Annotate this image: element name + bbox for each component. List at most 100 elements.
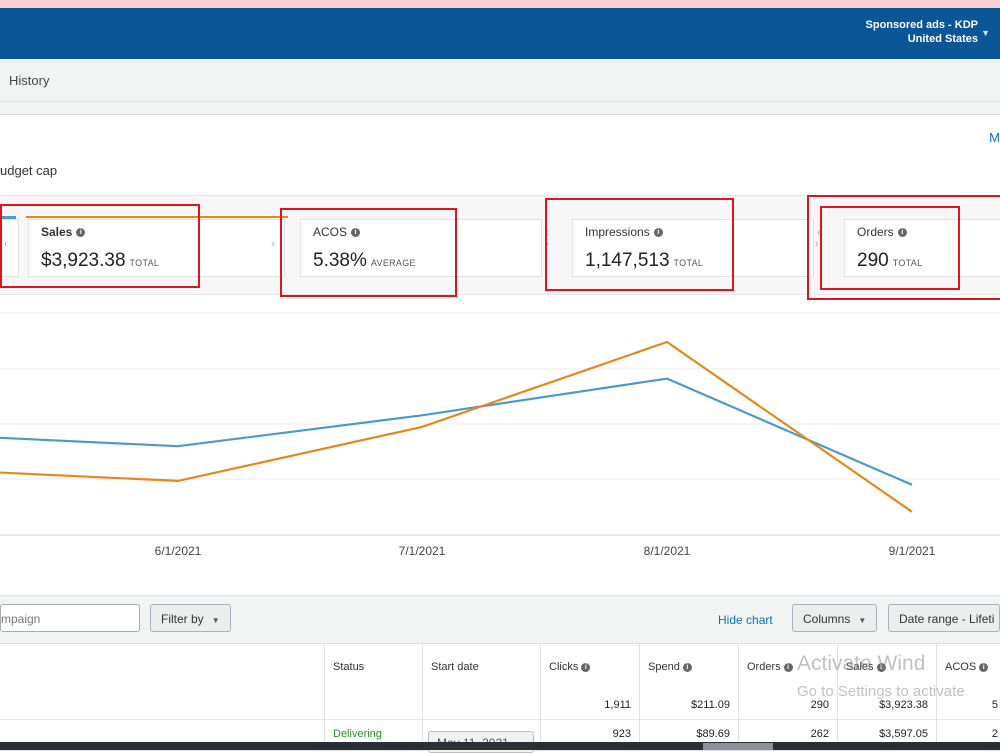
metric-card-impressions[interactable]: Impressions i 1,147,513 TOTAL › — [572, 219, 819, 277]
sales-series-indicator — [0, 216, 16, 219]
search-input[interactable]: mpaign — [0, 604, 140, 632]
column-header-acos[interactable]: ACOS i — [945, 661, 989, 673]
row-sales: $3,597.05 — [879, 728, 928, 740]
os-taskbar — [0, 742, 1000, 750]
chevron-right-icon[interactable]: › — [815, 238, 819, 250]
chart-panel — [0, 114, 1000, 595]
info-icon[interactable]: i — [581, 662, 591, 672]
x-tick-label: 9/1/2021 — [889, 544, 936, 558]
column-header-start-date[interactable]: Start date — [431, 661, 479, 673]
chart-x-ticks: 6/1/2021 7/1/2021 8/1/2021 9/1/2021 — [155, 544, 936, 558]
highlight-box-impressions — [545, 198, 734, 291]
totals-clicks: 1,911 — [604, 699, 631, 711]
metric-label-acos: ACOS — [313, 225, 348, 239]
metric-card-orders[interactable]: Orders i 290 TOTAL — [844, 219, 1000, 277]
column-header-sales[interactable]: Sales i — [846, 661, 886, 673]
highlight-box-acos — [280, 208, 457, 297]
account-switcher[interactable]: Sponsored ads - KDP United States — [866, 18, 978, 46]
info-icon[interactable]: i — [897, 228, 907, 238]
metric-value-orders: 290 — [857, 250, 889, 271]
metric-value-sales: $3,923.38 — [41, 250, 126, 271]
metric-label-orders: Orders — [857, 225, 894, 239]
info-icon[interactable]: i — [979, 662, 989, 672]
more-link[interactable]: M — [989, 130, 1000, 145]
column-header-label: Spend — [648, 661, 680, 673]
column-header-label: Status — [333, 661, 365, 673]
info-icon[interactable]: i — [783, 662, 793, 672]
table-header: Status Start date Clicks i Spend i Orders i… — [0, 643, 1000, 692]
info-icon[interactable]: i — [351, 228, 361, 238]
info-icon[interactable]: i — [876, 662, 886, 672]
chevron-down-icon[interactable]: ▼ — [981, 28, 990, 38]
metric-value-acos: 5.38% — [313, 250, 367, 271]
column-divider — [936, 644, 937, 742]
date-range-label: Date range - Lifeti — [899, 612, 995, 626]
metric-label-impressions: Impressions — [585, 225, 650, 239]
filter-by-button[interactable]: Filter by ▼ — [150, 604, 231, 632]
metric-card-acos[interactable]: ACOS i 5.38% AVERAGE › — [300, 219, 549, 277]
column-header-label: Start date — [431, 661, 479, 673]
totals-sales: $3,923.38 — [879, 699, 928, 711]
column-header-label: Orders — [747, 661, 781, 673]
highlight-box-orders-inner — [820, 206, 960, 290]
date-range-button[interactable]: Date range - Lifeti — [888, 604, 1000, 632]
info-icon[interactable]: i — [682, 662, 692, 672]
status-label: Delivering — [333, 728, 382, 740]
row-acos: 2 — [991, 728, 998, 740]
column-header-status[interactable]: Status — [333, 661, 364, 673]
metric-label-sales: Sales — [41, 225, 73, 239]
table-totals-row: 1,911 $211.09 290 $3,923.38 5 — [0, 691, 1000, 720]
column-header-spend[interactable]: Spend i — [648, 661, 692, 673]
column-divider — [324, 644, 325, 742]
chevron-down-icon: ▼ — [211, 616, 220, 625]
metric-unit-orders: TOTAL — [892, 258, 923, 268]
line-chart: 6/1/2021 7/1/2021 8/1/2021 9/1/2021 — [0, 312, 1000, 558]
column-divider — [422, 644, 423, 742]
column-header-label: ACOS — [945, 661, 977, 673]
columns-label: Columns — [803, 612, 851, 626]
column-divider — [540, 644, 541, 742]
totals-spend: $211.09 — [691, 699, 730, 711]
activation-watermark-title: Activate Wind — [797, 652, 926, 675]
orders-series-indicator — [26, 216, 288, 218]
budget-cap-label: udget cap — [0, 163, 58, 178]
metric-unit-acos: AVERAGE — [370, 258, 416, 268]
highlight-box-orders-outer — [807, 195, 1000, 300]
chevron-down-icon: ▼ — [858, 616, 867, 625]
browser-strip — [0, 0, 1000, 8]
marketplace-name: United States — [907, 33, 978, 45]
column-divider — [639, 644, 640, 742]
series-line-1 — [0, 340, 913, 513]
metric-unit-sales: TOTAL — [129, 258, 160, 268]
highlight-box-sales — [0, 204, 200, 288]
chart-grid — [0, 312, 1000, 536]
hide-chart-link[interactable]: Hide chart — [718, 613, 773, 627]
totals-orders: 290 — [810, 699, 829, 711]
chevron-right-icon[interactable]: › — [271, 238, 275, 250]
metric-unit-impressions: TOTAL — [673, 258, 704, 268]
column-header-orders[interactable]: Orders i — [747, 661, 793, 673]
section-gap — [0, 102, 1000, 114]
chevron-left-icon[interactable]: ‹ — [4, 238, 8, 250]
series-line-0 — [0, 377, 913, 486]
column-header-clicks[interactable]: Clicks i — [549, 661, 591, 673]
columns-button[interactable]: Columns ▼ — [792, 604, 878, 632]
info-icon[interactable]: i — [653, 228, 663, 238]
metric-value-impressions: 1,147,513 — [585, 250, 670, 271]
info-icon[interactable]: i — [76, 228, 86, 238]
x-tick-label: 8/1/2021 — [644, 544, 691, 558]
totals-acos: 5 — [991, 699, 998, 711]
row-orders: 262 — [810, 728, 829, 740]
column-header-label: Clicks — [549, 661, 579, 673]
taskbar-window-icon[interactable] — [703, 743, 773, 750]
header-bar: Sponsored ads - KDP United States ▼ — [0, 8, 1000, 59]
activation-watermark-text: Go to Settings to activate — [797, 683, 965, 700]
chart-series — [0, 340, 913, 513]
account-name: Sponsored ads - KDP — [865, 19, 978, 31]
tab-history[interactable]: History — [9, 73, 50, 88]
column-divider — [738, 644, 739, 742]
metric-card-sales[interactable]: Sales i $3,923.38 TOTAL › — [28, 219, 285, 277]
x-tick-label: 7/1/2021 — [399, 544, 446, 558]
x-tick-label: 6/1/2021 — [155, 544, 202, 558]
chevron-left-icon[interactable]: ‹ — [817, 227, 821, 239]
